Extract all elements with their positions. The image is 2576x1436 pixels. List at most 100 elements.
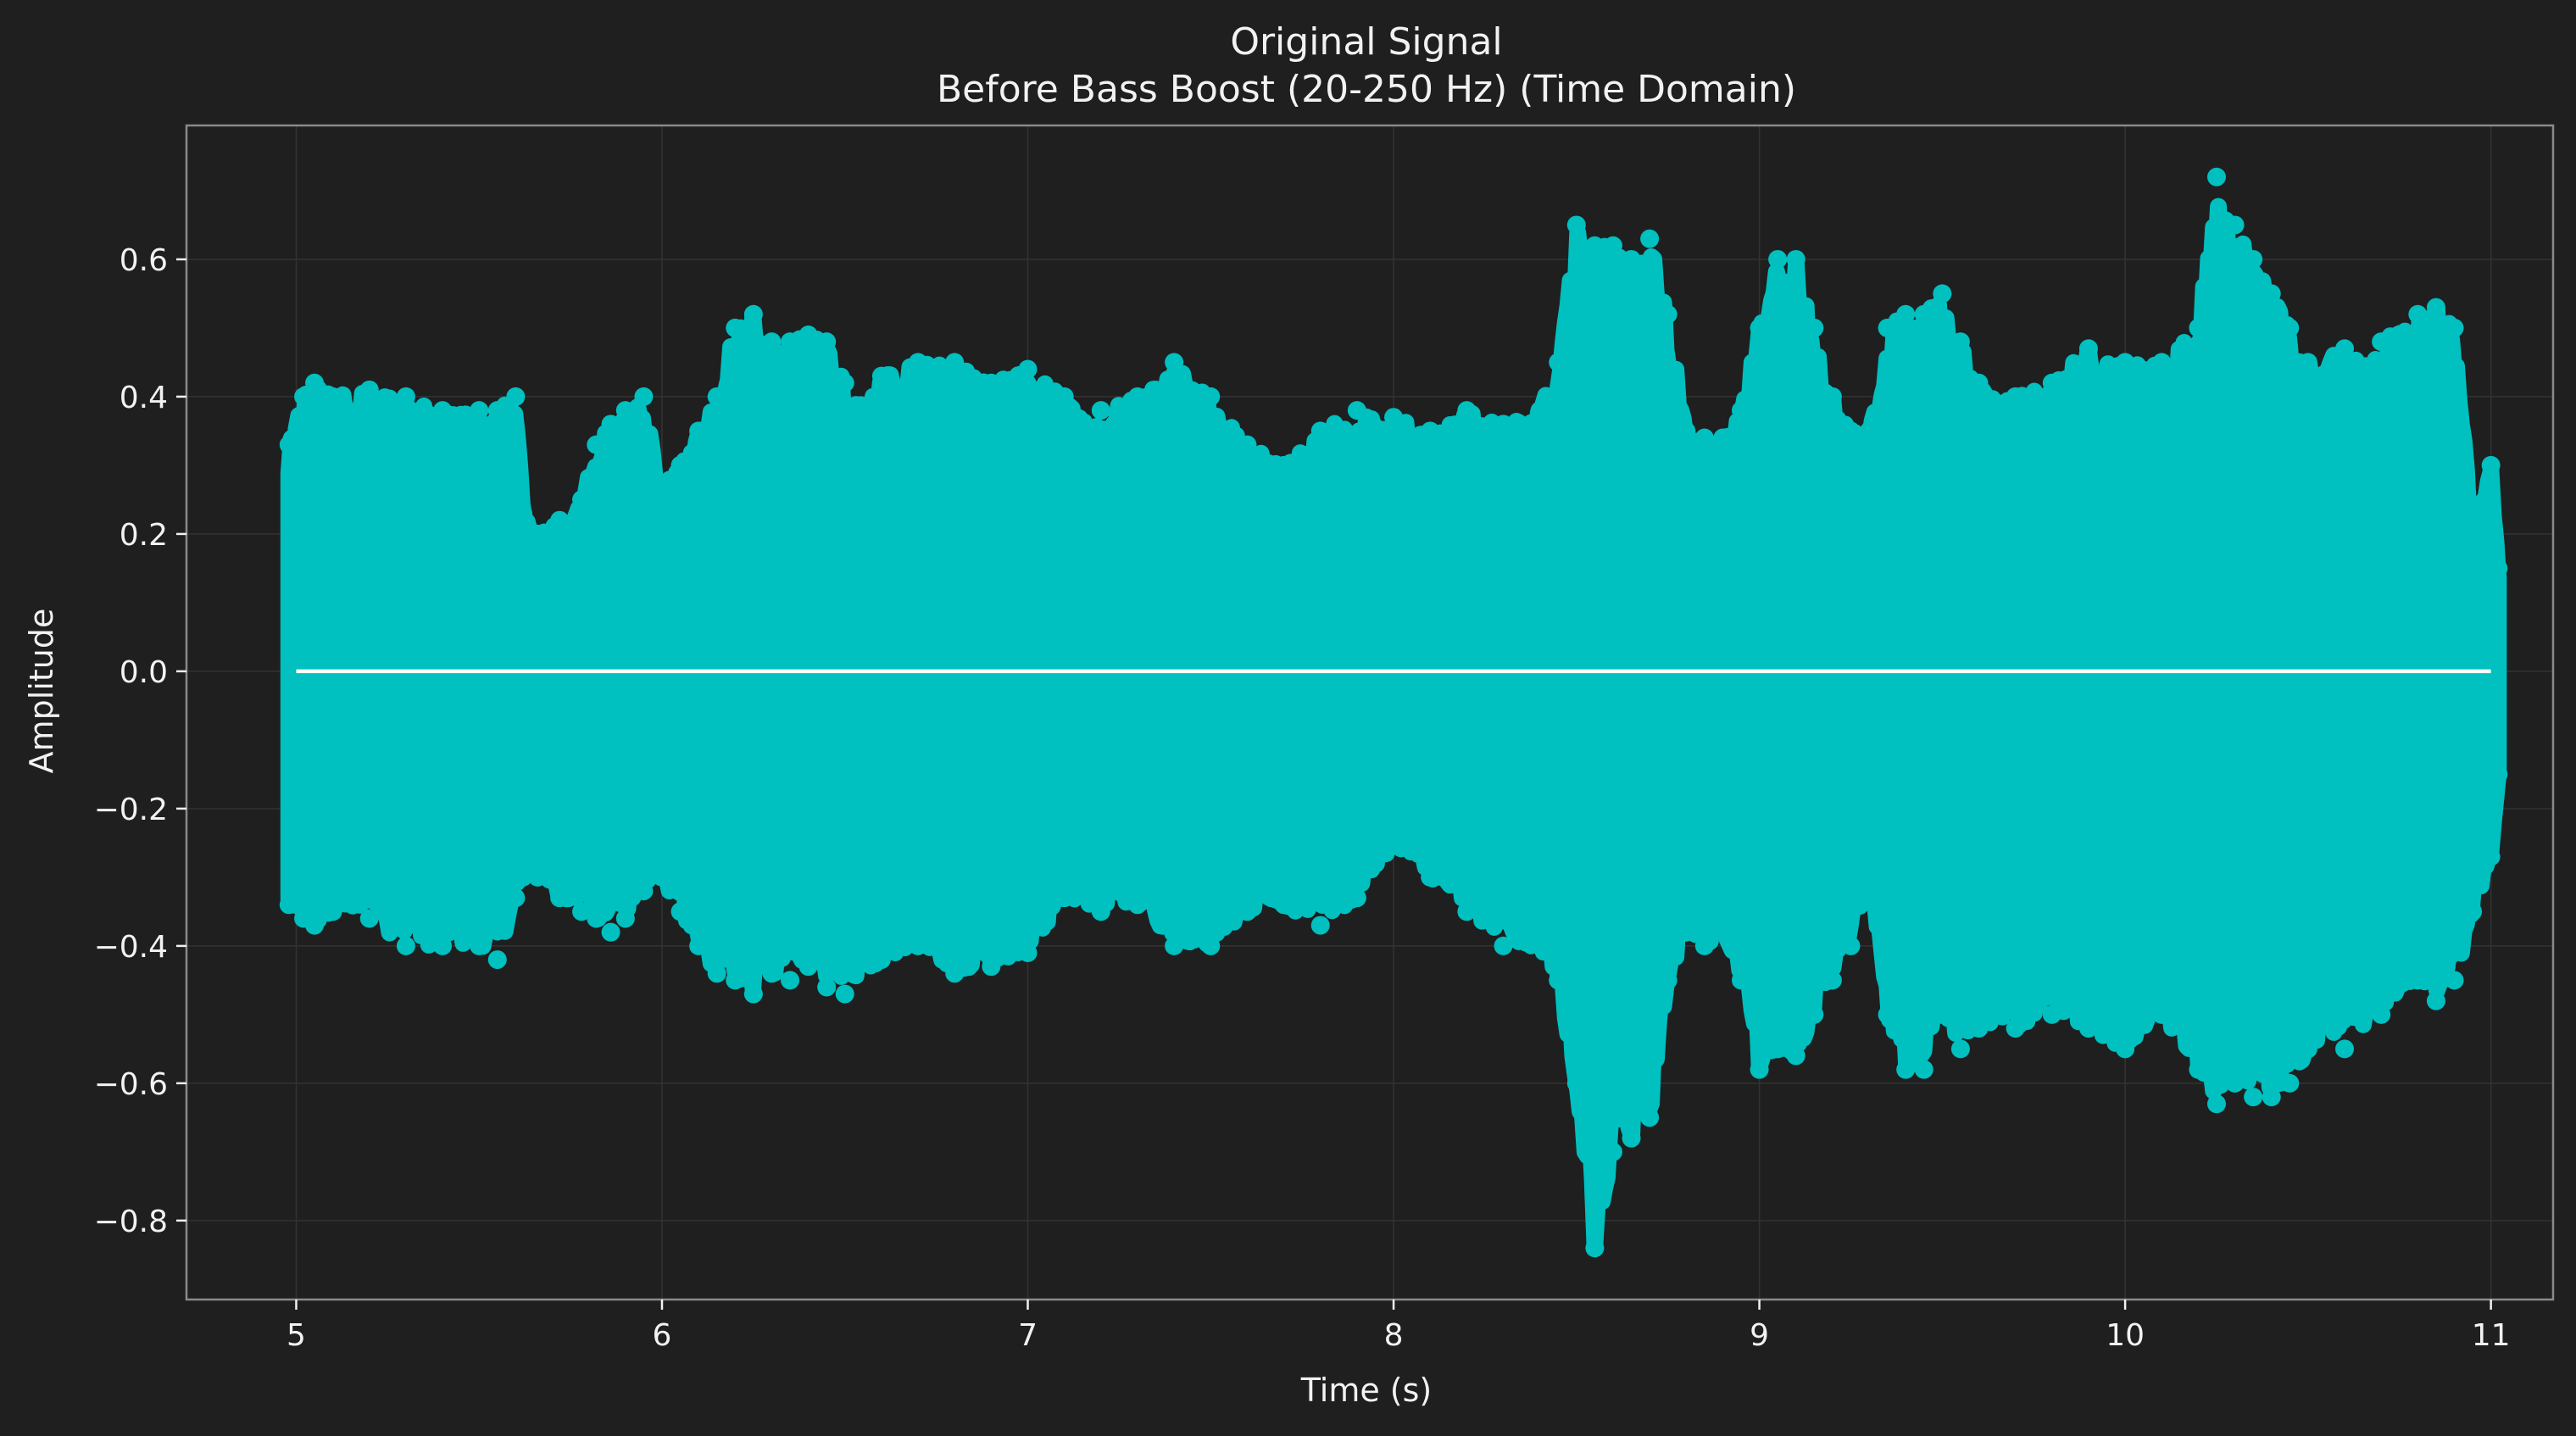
signal-trough-point	[470, 936, 489, 955]
signal-trough-point	[305, 916, 325, 935]
signal-trough-point	[2244, 1088, 2263, 1107]
signal-trough-point	[1860, 867, 1879, 887]
signal-trough-point	[1713, 922, 1733, 942]
signal-trough-point	[1165, 936, 1184, 955]
signal-trough-point	[707, 964, 726, 983]
signal-trough-point	[798, 957, 818, 977]
y-tick-label: −0.8	[94, 1205, 168, 1239]
signal-peak-point	[2445, 318, 2464, 337]
signal-peak-point	[1091, 401, 1110, 420]
y-axis-ticks: 0.6 0.4 0.2 0.0 −0.2 −0.4 −0.6 −0.8	[94, 243, 186, 1239]
signal-trough-point	[2042, 1005, 2061, 1024]
x-tick-label: 7	[1018, 1318, 1038, 1353]
signal-trough-point	[1494, 936, 1513, 955]
signal-peak-point	[835, 373, 854, 392]
signal-trough-point	[2489, 765, 2508, 784]
signal-peak-point	[1841, 421, 1861, 441]
signal-peak-point	[1310, 421, 1330, 441]
signal-peak-point	[279, 435, 298, 454]
signal-peak-point	[2481, 455, 2501, 475]
signal-peak-point	[587, 435, 606, 454]
signal-peak-point	[2489, 559, 2508, 578]
signal-trough-point	[1950, 1039, 1970, 1059]
signal-trough-point	[1091, 902, 1110, 921]
signal-peak-point	[2280, 318, 2300, 337]
signal-trough-point	[670, 902, 690, 921]
signal-peak-point	[2042, 373, 2061, 392]
signal-trough-point	[1969, 1019, 1989, 1038]
signal-peak-point	[743, 304, 763, 324]
signal-trough-point	[634, 882, 654, 901]
signal-peak-point	[2262, 284, 2281, 303]
signal-peak-point	[707, 387, 726, 406]
signal-trough-point	[1878, 1005, 1897, 1024]
signal-peak-point	[615, 401, 635, 420]
signal-peak-point	[781, 332, 800, 352]
signal-trough-point	[359, 909, 379, 928]
signal-peak-point	[601, 415, 620, 434]
signal-trough-point	[1310, 916, 1330, 935]
signal-peak-point	[1018, 359, 1038, 379]
signal-peak-point	[871, 366, 891, 386]
signal-trough-point	[1805, 1005, 1824, 1024]
signal-trough-point	[1018, 943, 1038, 962]
signal-trough-point	[726, 971, 745, 990]
signal-peak-point	[1640, 229, 1660, 248]
signal-peak-point	[2206, 167, 2226, 186]
signal-trough-point	[1933, 1005, 1952, 1024]
signal-trough-point	[433, 936, 453, 955]
x-tick-label: 6	[653, 1318, 672, 1353]
signal-peak-point	[689, 421, 709, 441]
signal-trough-point	[1549, 971, 1568, 990]
signal-peak-point	[1622, 249, 1641, 269]
signal-peak-point	[652, 476, 671, 496]
signal-trough-point	[1732, 971, 1751, 990]
signal-peak-point	[2078, 339, 2098, 359]
signal-trough-point	[2152, 1005, 2172, 1024]
signal-trough-point	[762, 964, 782, 983]
x-tick-label: 8	[1384, 1318, 1404, 1353]
signal-trough-point	[1896, 1060, 1916, 1079]
signal-peak-point	[1384, 408, 1404, 427]
signal-peak-point	[1822, 387, 1842, 406]
signal-peak-point	[514, 504, 533, 523]
y-tick-label: 0.2	[120, 518, 168, 553]
signal-peak-point	[817, 332, 837, 352]
signal-peak-point	[1805, 318, 1824, 337]
y-tick-label: −0.6	[94, 1067, 168, 1102]
signal-peak-point	[1677, 421, 1696, 441]
signal-trough-point	[2189, 1060, 2208, 1079]
signal-peak-point	[470, 401, 489, 420]
signal-peak-point	[2335, 339, 2355, 359]
signal-trough-point	[1457, 902, 1477, 921]
signal-peak-point	[1933, 284, 1952, 303]
signal-trough-point	[945, 964, 965, 983]
signal-peak-point	[1347, 401, 1366, 420]
signal-peak-point	[1127, 387, 1147, 406]
signal-trough-point	[1585, 1238, 1605, 1258]
signal-peak-point	[1914, 304, 1933, 324]
signal-trough-point	[2372, 1005, 2391, 1024]
signal-trough-point	[2335, 1039, 2355, 1059]
signal-peak-point	[634, 387, 654, 406]
signal-trough-point	[1768, 1039, 1788, 1059]
signal-trough-point	[514, 867, 533, 887]
signal-peak-point	[1750, 318, 1769, 337]
signal-trough-point	[781, 971, 800, 990]
signal-peak-point	[726, 318, 745, 337]
signal-peak-point	[2298, 353, 2317, 372]
signal-trough-point	[323, 902, 342, 921]
signal-peak-point	[1549, 353, 1568, 372]
signal-peak-point	[1969, 373, 1989, 392]
signal-trough-point	[1274, 895, 1294, 915]
signal-trough-point	[1914, 1060, 1933, 1079]
signal-trough-point	[1127, 895, 1147, 915]
signal-trough-point	[2426, 991, 2445, 1010]
signal-trough-point	[1054, 888, 1074, 908]
signal-peak-point	[2189, 318, 2208, 337]
signal-trough-point	[909, 936, 928, 955]
signal-trough-point	[1841, 936, 1861, 955]
signal-trough-point	[2006, 1019, 2025, 1038]
signal-trough-point	[615, 909, 635, 928]
signal-peak-point	[1566, 215, 1586, 235]
